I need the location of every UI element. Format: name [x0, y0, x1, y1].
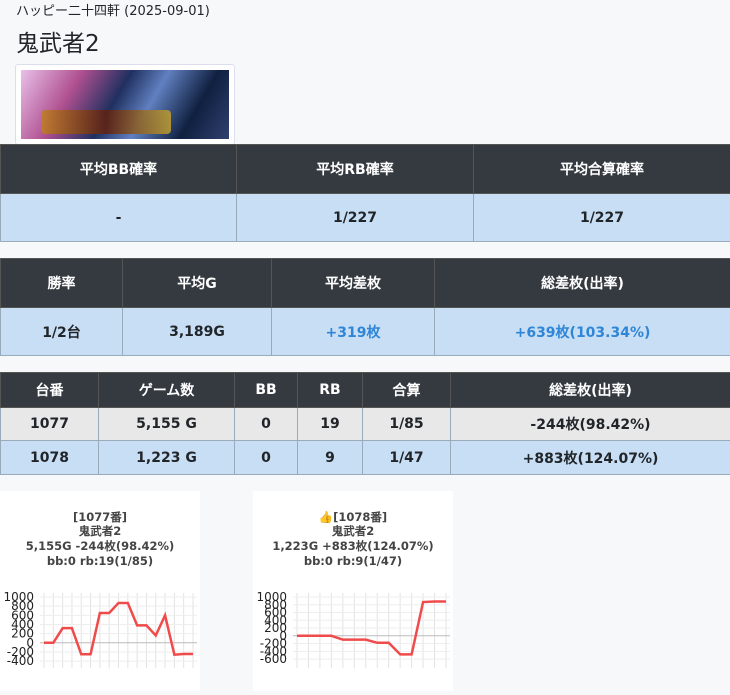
header-cell: 総差枚(出率) — [435, 259, 730, 308]
machine-title: 鬼武者2 — [16, 24, 100, 58]
card-line: bb:0 rb:19(1/85) — [47, 554, 153, 568]
y-tick-label: -400 — [7, 654, 34, 668]
banner-art — [21, 70, 229, 139]
data-cell: 0 — [235, 408, 298, 441]
banner-image — [15, 64, 235, 145]
card-line: 鬼武者2 — [332, 524, 375, 538]
data-cell: 5,155 G — [99, 408, 235, 441]
header-cell: 台番 — [1, 373, 99, 408]
card-line: 5,155G -244枚(98.42%) — [26, 539, 175, 553]
data-cell: +639枚(103.34%) — [435, 308, 730, 356]
data-cell: 9 — [298, 441, 363, 475]
card-line: 1,223G +883枚(124.07%) — [272, 539, 433, 553]
data-cell: 3,189G — [123, 308, 272, 356]
header-cell: 勝率 — [1, 259, 123, 308]
header-cell: 平均合算確率 — [474, 145, 730, 194]
data-cell: 1/85 — [363, 408, 451, 441]
header-cell: 平均BB確率 — [1, 145, 237, 194]
header-cell: 合算 — [363, 373, 451, 408]
header-cell: 総差枚(出率) — [451, 373, 730, 408]
header-cell: ゲーム数 — [99, 373, 235, 408]
shop-date: ハッピー二十四軒 (2025-09-01) — [16, 0, 210, 19]
data-cell: 1/227 — [237, 194, 474, 242]
banner-logo — [41, 110, 171, 134]
header-cell: RB — [298, 373, 363, 408]
header-cell: BB — [235, 373, 298, 408]
header-cell: 平均RB確率 — [237, 145, 474, 194]
data-cell: +319枚 — [272, 308, 435, 356]
data-cell: 19 — [298, 408, 363, 441]
data-cell: 1,223 G — [99, 441, 235, 475]
card-line: bb:0 rb:9(1/47) — [304, 554, 402, 568]
header-row: 平均BB確率平均RB確率平均合算確率 — [1, 145, 730, 194]
data-cell: 1/2台 — [1, 308, 123, 356]
data-cell: 1/227 — [474, 194, 730, 242]
header-cell: 平均G — [123, 259, 272, 308]
y-tick-label: -600 — [260, 652, 287, 666]
card-line: [1077番] — [73, 510, 127, 524]
data-cell: - — [1, 194, 237, 242]
data-cell: 0 — [235, 441, 298, 475]
card-line: 👍[1078番] — [319, 510, 387, 524]
card-line: 鬼武者2 — [79, 524, 122, 538]
data-cell: 1077 — [1, 408, 99, 441]
data-cell: 1/47 — [363, 441, 451, 475]
data-cell: 1078 — [1, 441, 99, 475]
data-cell: +883枚(124.07%) — [451, 441, 730, 475]
header-cell: 平均差枚 — [272, 259, 435, 308]
data-cell: -244枚(98.42%) — [451, 408, 730, 441]
